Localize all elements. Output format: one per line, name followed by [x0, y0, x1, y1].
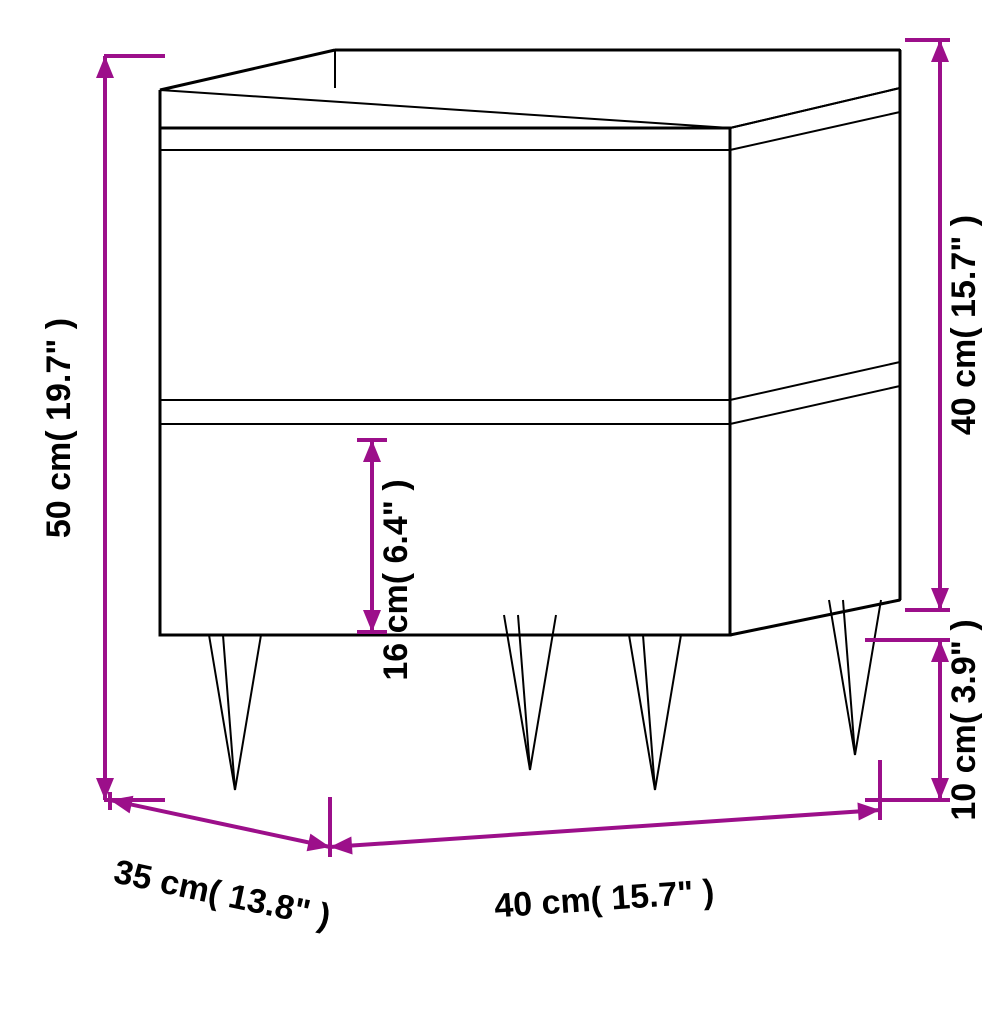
cabinet-drawing — [160, 50, 900, 790]
dim-legs-height-label: 10 cm( 3.9" ) — [945, 619, 983, 820]
dim-depth-label: 35 cm( 13.8" ) — [111, 853, 334, 936]
dim-drawer-height-label: 16 cm( 6.4" ) — [377, 479, 415, 680]
dim-body-height-label: 40 cm( 15.7" ) — [945, 215, 983, 435]
dim-width-label: 40 cm( 15.7" ) — [493, 873, 715, 926]
dim-total-height-label: 50 cm( 19.7" ) — [40, 318, 78, 538]
